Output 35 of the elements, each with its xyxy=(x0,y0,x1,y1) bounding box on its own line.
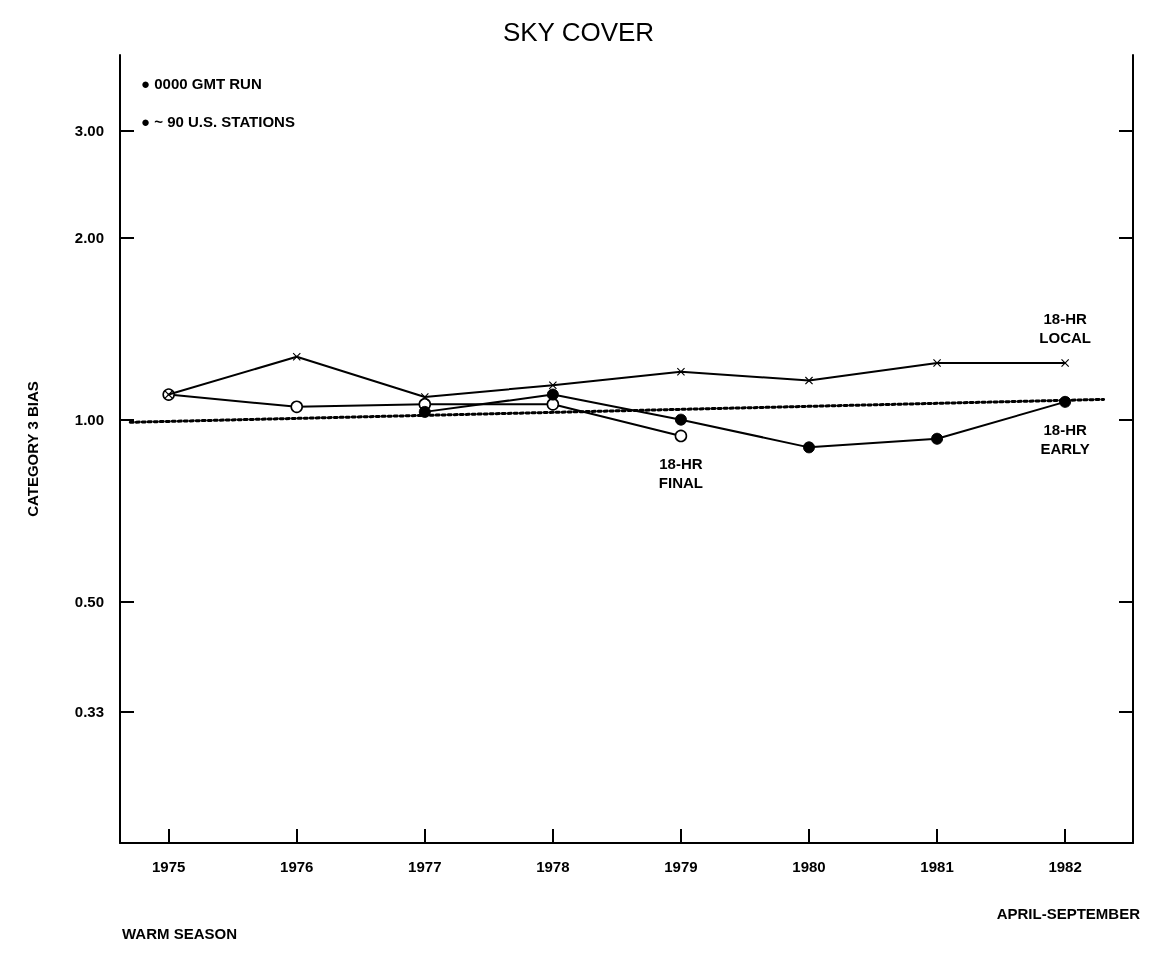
annotation: ● ~ 90 U.S. STATIONS xyxy=(141,113,295,130)
x-tick-label: 1982 xyxy=(1048,858,1082,875)
y-tick-label: 1.00 xyxy=(74,411,104,429)
series-label: 18-HR EARLY xyxy=(1040,420,1090,457)
series-label: 18-HR LOCAL xyxy=(1039,310,1091,347)
x-tick-label: 1977 xyxy=(408,858,442,875)
series-label: 18-HR FINAL xyxy=(658,455,704,492)
point xyxy=(804,376,813,385)
annotation: ● 0000 GMT RUN xyxy=(141,75,262,92)
y-tick-label: 2.00 xyxy=(74,228,104,246)
text: WARM SEASON xyxy=(122,925,238,942)
y-tick-label: 0.50 xyxy=(74,593,104,611)
x-tick-label: 1979 xyxy=(664,858,698,875)
text: APRIL-SEPTEMBER xyxy=(996,905,1141,922)
x-tick-label: 1978 xyxy=(536,858,570,875)
y-axis-title: CATEGORY 3 BIAS xyxy=(24,381,41,517)
x-tick-label: 1976 xyxy=(280,858,314,875)
point xyxy=(676,367,685,376)
point xyxy=(418,405,431,418)
y-tick-label: 0.33 xyxy=(74,702,104,720)
point xyxy=(674,413,687,426)
point xyxy=(1059,395,1072,408)
point xyxy=(548,381,557,390)
x-tick-label: 1975 xyxy=(151,858,186,875)
point xyxy=(290,400,304,414)
point xyxy=(420,392,429,401)
point xyxy=(546,388,559,401)
point xyxy=(931,432,944,445)
point xyxy=(803,441,815,454)
x-tick-label: 1980 xyxy=(792,858,826,875)
y-tick-label: 3.00 xyxy=(74,122,104,140)
x-tick-label: 1981 xyxy=(920,858,954,875)
point xyxy=(292,352,301,361)
point xyxy=(674,429,688,443)
chart-title: SKY COVER xyxy=(502,17,655,47)
